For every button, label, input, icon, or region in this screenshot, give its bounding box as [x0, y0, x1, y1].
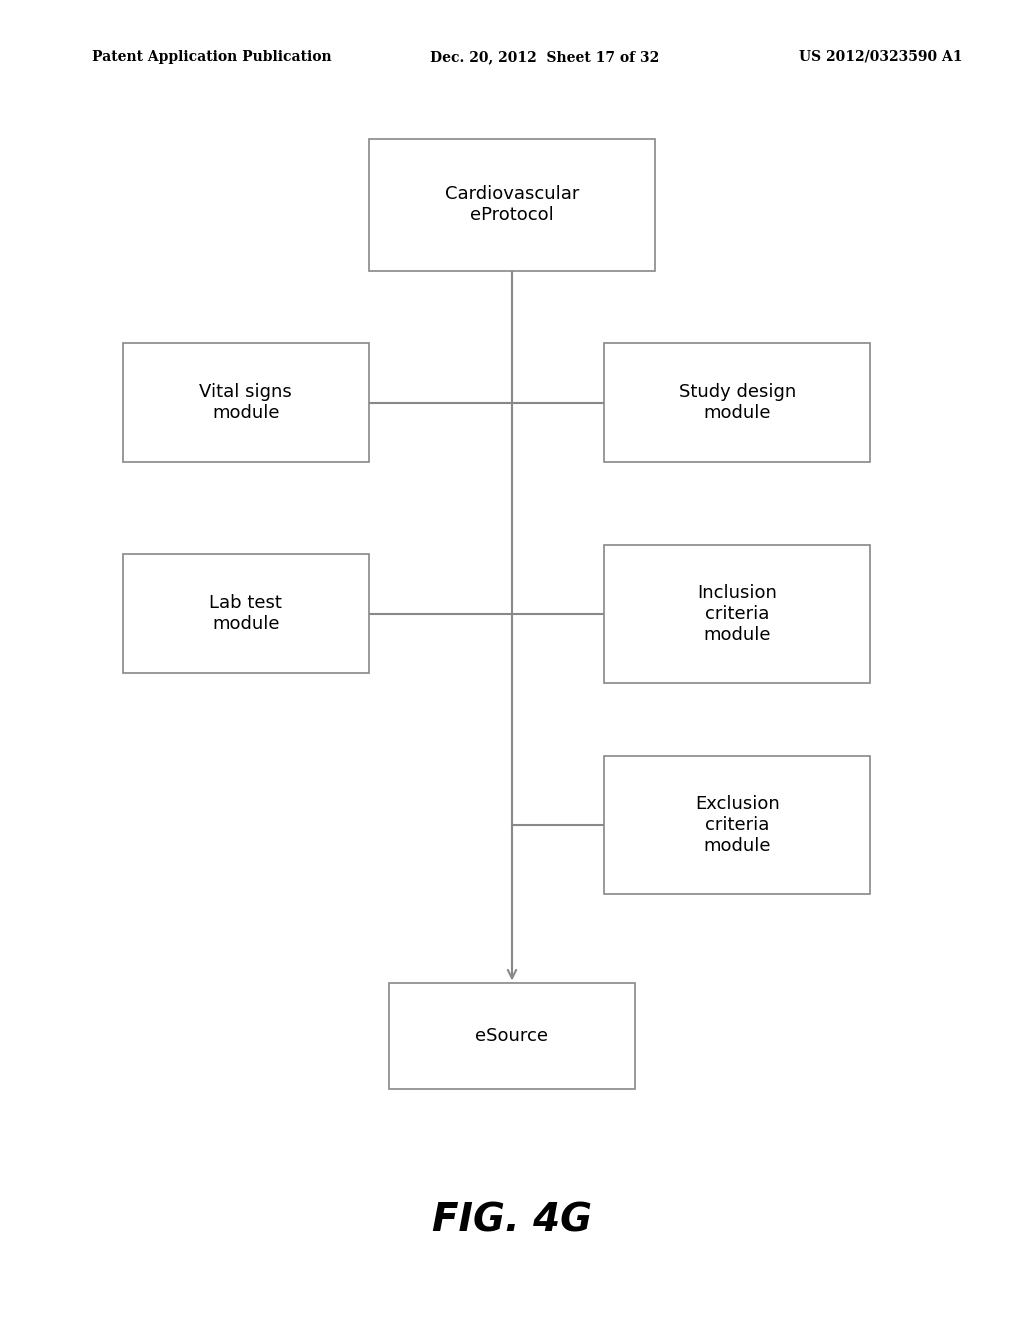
FancyBboxPatch shape [604, 755, 870, 895]
Text: Inclusion
criteria
module: Inclusion criteria module [697, 583, 777, 644]
Text: Dec. 20, 2012  Sheet 17 of 32: Dec. 20, 2012 Sheet 17 of 32 [430, 50, 659, 63]
FancyBboxPatch shape [123, 554, 369, 673]
FancyBboxPatch shape [389, 983, 635, 1089]
Text: eSource: eSource [475, 1027, 549, 1045]
Text: Patent Application Publication: Patent Application Publication [92, 50, 332, 63]
Text: Cardiovascular
eProtocol: Cardiovascular eProtocol [444, 185, 580, 224]
Text: Study design
module: Study design module [679, 383, 796, 422]
Text: Vital signs
module: Vital signs module [200, 383, 292, 422]
FancyBboxPatch shape [123, 343, 369, 462]
Text: US 2012/0323590 A1: US 2012/0323590 A1 [799, 50, 963, 63]
Text: Exclusion
criteria
module: Exclusion criteria module [695, 795, 779, 855]
Text: Lab test
module: Lab test module [209, 594, 283, 634]
Text: FIG. 4G: FIG. 4G [432, 1203, 592, 1239]
FancyBboxPatch shape [604, 544, 870, 682]
FancyBboxPatch shape [604, 343, 870, 462]
FancyBboxPatch shape [369, 139, 655, 271]
